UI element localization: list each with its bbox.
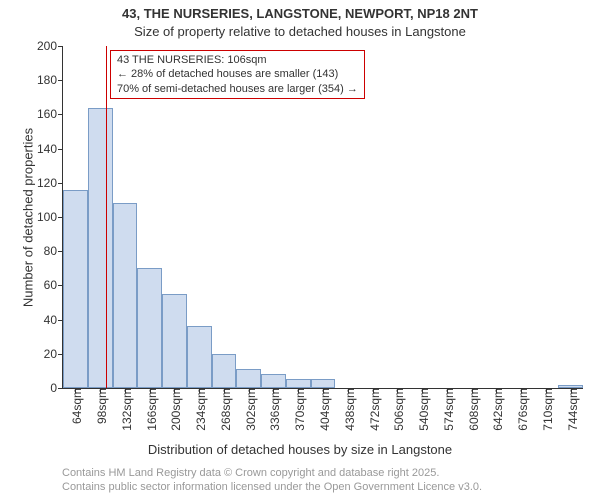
property-marker-line: [106, 46, 107, 388]
annotation-line1: 43 THE NURSERIES: 106sqm: [117, 53, 358, 67]
xtick-label: 642sqm: [487, 388, 505, 431]
xtick-label: 98sqm: [91, 388, 109, 424]
xtick-label: 404sqm: [314, 388, 332, 431]
xtick-label: 438sqm: [339, 388, 357, 431]
ytick-label: 180: [37, 73, 63, 87]
xtick-label: 234sqm: [190, 388, 208, 431]
ytick-label: 120: [37, 176, 63, 190]
plot-area: 02040608010012014016018020064sqm98sqm132…: [62, 46, 583, 389]
xtick-label: 166sqm: [141, 388, 159, 431]
annotation-line3: 70% of semi-detached houses are larger (…: [117, 82, 358, 96]
histogram-bar: [113, 203, 138, 388]
ytick-label: 20: [44, 347, 63, 361]
histogram-bar: [212, 354, 237, 388]
attribution-line1: Contains HM Land Registry data © Crown c…: [62, 466, 482, 480]
xtick-label: 574sqm: [438, 388, 456, 431]
histogram-bar: [311, 379, 336, 388]
histogram-bar: [261, 374, 286, 388]
y-axis-label: Number of detached properties: [21, 118, 36, 318]
attribution-line2: Contains public sector information licen…: [62, 480, 482, 494]
attribution-text: Contains HM Land Registry data © Crown c…: [62, 466, 482, 495]
histogram-bar: [137, 268, 162, 388]
xtick-label: 710sqm: [537, 388, 555, 431]
xtick-label: 302sqm: [240, 388, 258, 431]
xtick-label: 540sqm: [413, 388, 431, 431]
xtick-label: 336sqm: [264, 388, 282, 431]
xtick-label: 472sqm: [364, 388, 382, 431]
xtick-label: 132sqm: [116, 388, 134, 431]
xtick-label: 506sqm: [388, 388, 406, 431]
ytick-label: 80: [44, 244, 63, 258]
histogram-bar: [88, 108, 113, 388]
ytick-label: 160: [37, 107, 63, 121]
histogram-bar: [63, 190, 88, 388]
ytick-label: 100: [37, 210, 63, 224]
ytick-label: 0: [50, 381, 63, 395]
ytick-label: 140: [37, 142, 63, 156]
chart-title-line2: Size of property relative to detached ho…: [0, 24, 600, 39]
histogram-bar: [236, 369, 261, 388]
histogram-bar: [162, 294, 187, 388]
xtick-label: 676sqm: [512, 388, 530, 431]
xtick-label: 608sqm: [463, 388, 481, 431]
annotation-line2: ← 28% of detached houses are smaller (14…: [117, 67, 358, 81]
ytick-label: 200: [37, 39, 63, 53]
xtick-label: 370sqm: [289, 388, 307, 431]
annotation-box: 43 THE NURSERIES: 106sqm ← 28% of detach…: [110, 50, 365, 99]
chart-title-line1: 43, THE NURSERIES, LANGSTONE, NEWPORT, N…: [0, 6, 600, 21]
xtick-label: 64sqm: [66, 388, 84, 424]
x-axis-label: Distribution of detached houses by size …: [0, 442, 600, 457]
ytick-label: 60: [44, 278, 63, 292]
histogram-bar: [187, 326, 212, 388]
xtick-label: 200sqm: [165, 388, 183, 431]
chart-container: 43, THE NURSERIES, LANGSTONE, NEWPORT, N…: [0, 0, 600, 500]
histogram-bar: [286, 379, 311, 388]
xtick-label: 268sqm: [215, 388, 233, 431]
ytick-label: 40: [44, 313, 63, 327]
xtick-label: 744sqm: [562, 388, 580, 431]
